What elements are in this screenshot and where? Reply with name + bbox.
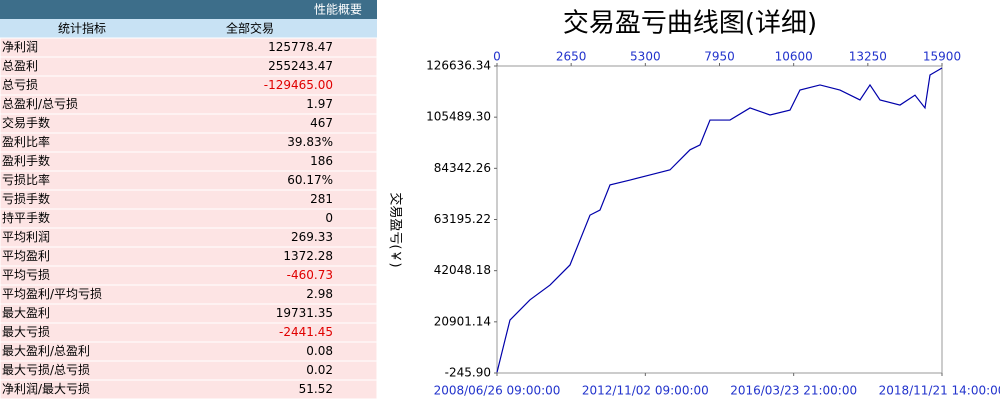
row-label: 总亏损 <box>2 78 38 92</box>
y-tick-label: -245.90 <box>445 366 491 380</box>
row-value: 467 <box>310 116 333 130</box>
row-value: 19731.35 <box>276 306 333 320</box>
table-row <box>0 208 378 229</box>
row-label: 总盈利/总亏损 <box>2 97 78 111</box>
row-label: 最大盈利 <box>2 306 50 320</box>
row-label: 亏损比率 <box>2 172 50 187</box>
chart-title: 交易盈亏曲线图(详细) <box>563 9 817 39</box>
row-value: -2441.45 <box>279 325 333 339</box>
row-label: 交易手数 <box>2 115 50 130</box>
row-value: 2.98 <box>306 287 333 301</box>
row-value: 0.02 <box>306 363 333 377</box>
row-value: 125778.47 <box>268 40 333 54</box>
row-value: -129465.00 <box>264 78 333 92</box>
table-title-bar <box>0 0 377 19</box>
row-value: -460.73 <box>287 268 333 282</box>
plot-frame <box>496 65 943 374</box>
row-value: 60.17% <box>287 173 333 187</box>
x-bottom-tick-label: 2012/11/02 09:00:00 <box>582 384 709 398</box>
table-header: 全部交易 <box>226 21 274 36</box>
row-label: 净利润/最大亏损 <box>2 382 90 396</box>
row-value: 186 <box>310 154 333 168</box>
row-label: 最大亏损/总亏损 <box>2 363 90 377</box>
x-top-tick-label: 15900 <box>923 50 961 64</box>
table-row <box>0 379 378 400</box>
row-label: 总盈利 <box>2 59 38 73</box>
row-label: 平均亏损 <box>2 268 50 282</box>
y-tick-label: 63195.22 <box>434 212 491 226</box>
y-tick-label: 20901.14 <box>434 314 491 328</box>
x-top-tick-label: 7950 <box>704 50 735 64</box>
row-label: 盈利手数 <box>2 153 50 168</box>
x-top-tick-label: 2650 <box>556 50 587 64</box>
x-top-tick-label: 0 <box>493 50 501 64</box>
row-label: 净利润 <box>2 40 38 54</box>
row-label: 盈利比率 <box>2 134 50 149</box>
y-tick-label: 42048.18 <box>434 263 491 277</box>
row-label: 平均盈利/平均亏损 <box>2 287 102 301</box>
table-header: 统计指标 <box>58 21 106 36</box>
table-title: 性能概要 <box>314 3 362 17</box>
row-value: 0.08 <box>306 344 333 358</box>
x-top-tick-label: 5300 <box>630 50 661 64</box>
row-value: 39.83% <box>287 135 333 149</box>
row-label: 亏损手数 <box>2 191 50 206</box>
x-bottom-tick-label: 2016/03/23 21:00:00 <box>730 384 857 398</box>
row-label: 持平手数 <box>2 210 50 225</box>
row-label: 最大亏损 <box>2 325 50 339</box>
row-value: 1372.28 <box>283 249 333 263</box>
x-top-tick-label: 13250 <box>849 50 887 64</box>
y-tick-label: 126636.34 <box>426 59 491 73</box>
row-label: 平均利润 <box>2 230 50 244</box>
x-top-tick-label: 10600 <box>775 50 813 64</box>
row-value: 269.33 <box>291 230 333 244</box>
row-value: 281 <box>310 192 333 206</box>
y-tick-label: 105489.30 <box>426 110 491 124</box>
x-bottom-tick-label: 2018/11/21 14:00:00 <box>879 384 1000 398</box>
row-label: 平均盈利 <box>2 249 50 263</box>
row-value: 255243.47 <box>268 59 333 73</box>
table-header-bar <box>0 19 377 38</box>
equity-line <box>496 67 943 373</box>
y-tick-label: 84342.26 <box>434 161 491 175</box>
x-bottom-tick-label: 2008/06/26 09:00:00 <box>434 384 561 398</box>
row-value: 1.97 <box>306 97 333 111</box>
row-value: 0 <box>325 211 333 225</box>
row-value: 51.52 <box>299 382 333 396</box>
y-axis-label: 交易盈亏(￥) <box>388 192 404 267</box>
row-label: 最大盈利/总盈利 <box>2 344 90 358</box>
